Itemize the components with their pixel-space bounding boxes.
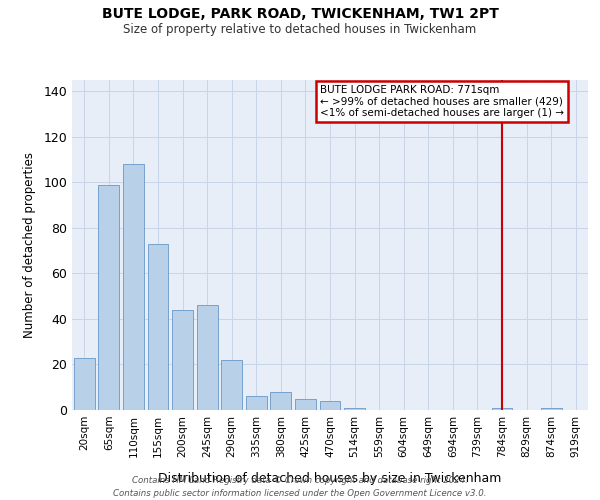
Bar [123, 164, 144, 410]
Bar [271, 392, 292, 410]
Bar [98, 184, 119, 410]
Bar [541, 408, 562, 410]
Bar [344, 408, 365, 410]
Bar [148, 244, 169, 410]
Y-axis label: Number of detached properties: Number of detached properties [23, 152, 37, 338]
Bar [491, 408, 512, 410]
Bar [172, 310, 193, 410]
Text: Size of property relative to detached houses in Twickenham: Size of property relative to detached ho… [124, 22, 476, 36]
Bar [74, 358, 95, 410]
Bar [320, 401, 340, 410]
Text: Contains HM Land Registry data © Crown copyright and database right 2024.
Contai: Contains HM Land Registry data © Crown c… [113, 476, 487, 498]
Bar [197, 306, 218, 410]
Bar [221, 360, 242, 410]
Text: BUTE LODGE, PARK ROAD, TWICKENHAM, TW1 2PT: BUTE LODGE, PARK ROAD, TWICKENHAM, TW1 2… [101, 8, 499, 22]
Text: Distribution of detached houses by size in Twickenham: Distribution of detached houses by size … [158, 472, 502, 485]
Text: BUTE LODGE PARK ROAD: 771sqm
← >99% of detached houses are smaller (429)
<1% of : BUTE LODGE PARK ROAD: 771sqm ← >99% of d… [320, 85, 563, 118]
Bar [295, 398, 316, 410]
Bar [246, 396, 267, 410]
